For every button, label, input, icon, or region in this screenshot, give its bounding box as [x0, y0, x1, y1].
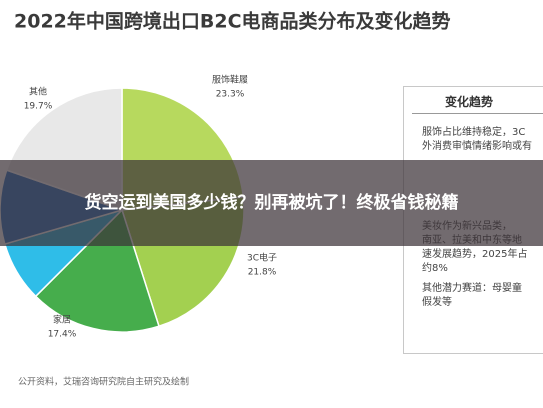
panel-line: 其他潜力赛道：母婴童: [422, 283, 522, 294]
chart-title: 2022年中国跨境出口B2C电商品类分布及变化趋势: [14, 10, 451, 33]
panel-line: 外消费审慎情绪影响或有: [422, 141, 532, 152]
slice-value-label: 23.3%: [216, 90, 245, 100]
overlay-text: 货空运到美国多少钱？别再被坑了！终极省钱秘籍: [84, 193, 459, 213]
panel-line: 速发展趋势，2025年占: [422, 249, 528, 260]
panel-line: 约8%: [422, 263, 448, 274]
panel-title: 变化趋势: [444, 95, 493, 109]
slice-value-label: 17.4%: [48, 330, 77, 340]
panel-rule: [412, 113, 543, 114]
panel-line: 服饰占比维持稳定，3C: [422, 127, 526, 138]
panel-line: 假发等: [422, 297, 452, 308]
slice-value-label: 19.7%: [24, 102, 53, 112]
slice-value-label: 21.8%: [248, 268, 277, 278]
slice-label: 服饰鞋履: [212, 74, 248, 86]
overlay-banner: 货空运到美国多少钱？别再被坑了！终极省钱秘籍: [0, 160, 543, 246]
source: 公开资料，艾瑞咨询研究院自主研究及绘制: [18, 376, 189, 388]
slice-label: 其他: [29, 86, 47, 98]
slice-label: 家居: [53, 314, 71, 326]
slice-label: 3C电子: [247, 252, 277, 264]
